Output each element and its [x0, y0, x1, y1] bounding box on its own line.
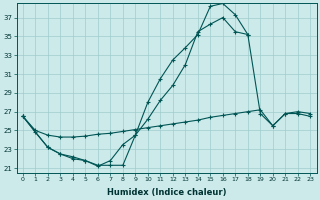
X-axis label: Humidex (Indice chaleur): Humidex (Indice chaleur): [107, 188, 226, 197]
